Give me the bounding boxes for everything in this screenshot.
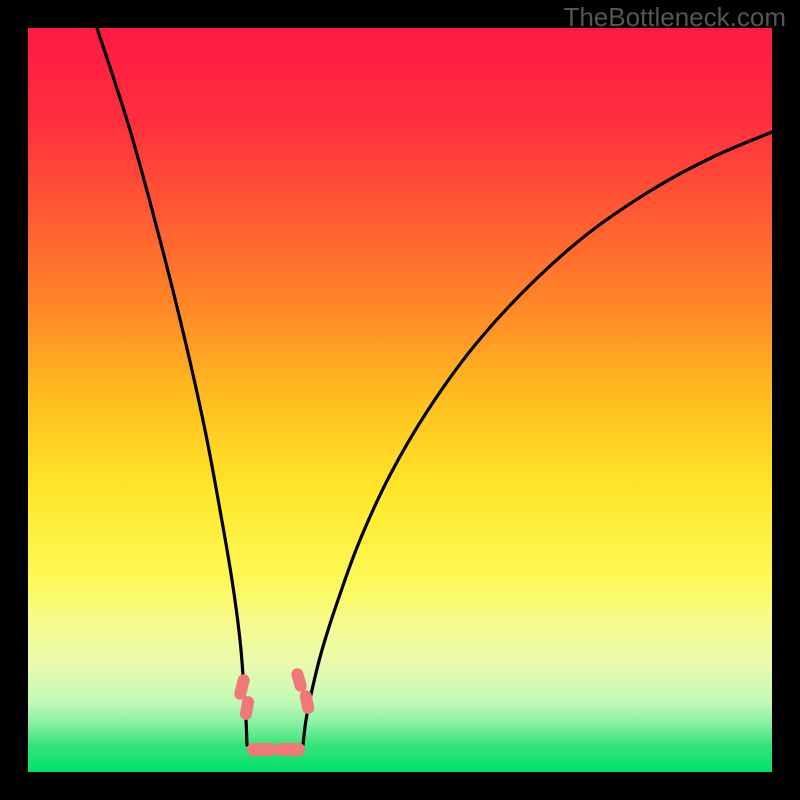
chart-frame: TheBottleneck.com [0,0,800,800]
marker-lozenge [247,743,277,756]
marker-lozenge [275,743,305,756]
plot-area [28,28,772,772]
bottleneck-chart-svg [0,0,800,800]
heat-gradient-background [28,28,772,772]
watermark-text: TheBottleneck.com [563,2,786,33]
